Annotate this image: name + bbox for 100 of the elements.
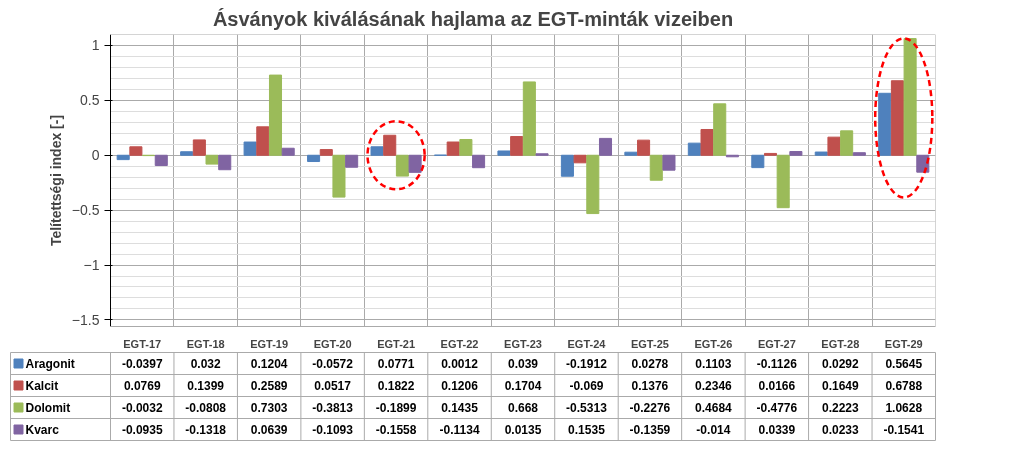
bar <box>586 154 600 215</box>
x-tick-label: EGT-29 <box>884 337 923 350</box>
data-label: 0.1704 <box>504 379 542 393</box>
bar <box>180 151 194 156</box>
data-label: 0.4684 <box>695 401 733 415</box>
bar <box>256 126 270 156</box>
bar <box>751 154 765 169</box>
data-label: 0.668 <box>507 401 539 415</box>
x-tick-label: EGT-26 <box>694 337 733 350</box>
bar <box>408 154 422 173</box>
data-label: 0.0012 <box>441 357 479 371</box>
legend-label: Dolomit <box>25 400 71 415</box>
x-tick-label: EGT-18 <box>186 337 225 350</box>
data-label: -0.4776 <box>756 401 798 415</box>
bar <box>129 146 143 156</box>
data-label: -0.5313 <box>566 401 608 415</box>
bar <box>383 134 397 156</box>
bar <box>497 150 511 156</box>
data-label: 0.1399 <box>187 379 225 393</box>
x-tick-label: EGT-23 <box>504 337 542 350</box>
data-label: 0.0292 <box>821 357 859 371</box>
bar <box>878 92 892 156</box>
x-tick-label: EGT-19 <box>250 337 289 350</box>
data-label: 0.1822 <box>377 379 415 393</box>
y-tick-label: 1 <box>91 37 100 54</box>
bar <box>637 139 651 156</box>
data-label: -0.1126 <box>756 357 798 371</box>
x-tick-label: EGT-25 <box>630 337 669 350</box>
bar <box>560 154 574 177</box>
data-label: 0.0233 <box>821 423 859 437</box>
data-label: 0.2223 <box>821 401 859 415</box>
bar <box>814 151 828 156</box>
data-label: 0.1204 <box>250 357 288 371</box>
bar <box>205 154 219 165</box>
data-label: 0.0771 <box>377 357 415 371</box>
data-label: 0.032 <box>190 357 222 371</box>
data-label: -0.014 <box>696 423 731 437</box>
x-tick-label: EGT-17 <box>123 337 162 350</box>
bar <box>192 139 206 156</box>
bar <box>776 154 790 209</box>
bar <box>319 149 333 156</box>
bar <box>903 38 917 156</box>
data-label: 0.7303 <box>250 401 288 415</box>
x-tick-label: EGT-27 <box>757 337 796 350</box>
bar <box>510 136 524 156</box>
data-label: 0.0135 <box>504 423 542 437</box>
bar <box>598 137 613 156</box>
data-label: 0.1206 <box>441 379 479 393</box>
bar <box>459 139 473 156</box>
bar <box>890 80 904 156</box>
data-label: 0.0639 <box>250 423 288 437</box>
data-label: 0.1103 <box>695 357 732 371</box>
bar <box>281 147 295 156</box>
data-label: 0.6788 <box>885 379 923 393</box>
bar <box>789 151 803 156</box>
bar <box>116 154 130 161</box>
data-label: -0.3813 <box>312 401 354 415</box>
data-label: -0.1134 <box>439 423 480 437</box>
data-label: -0.0397 <box>121 357 163 371</box>
x-tick-label: EGT-28 <box>821 337 860 350</box>
data-label: -0.1558 <box>375 423 417 437</box>
bar <box>687 142 701 156</box>
data-label: -0.1899 <box>375 401 417 415</box>
bar <box>446 141 460 156</box>
data-label: -0.2276 <box>629 401 671 415</box>
y-tick-label: −0.5 <box>71 202 100 219</box>
data-label: -0.0572 <box>312 357 354 371</box>
data-label: -0.069 <box>569 379 604 393</box>
bar <box>649 154 663 181</box>
data-label: -0.1359 <box>629 423 671 437</box>
data-label: 0.0517 <box>314 379 352 393</box>
legend-label: Kvarc <box>25 422 60 437</box>
chart-title: Ásványok kiválásának hajlama az EGT-minták vizeiben <box>212 7 734 30</box>
data-label: 0.1649 <box>821 379 859 393</box>
bar <box>332 154 346 198</box>
data-label: 0.1535 <box>568 423 606 437</box>
bar <box>154 154 168 167</box>
bar <box>573 154 587 164</box>
bar <box>840 130 854 156</box>
x-tick-label: EGT-21 <box>377 337 416 350</box>
data-label: 0.0166 <box>758 379 796 393</box>
bar <box>218 154 232 171</box>
data-label: 0.1435 <box>441 401 479 415</box>
data-label: -0.0935 <box>121 423 163 437</box>
bar <box>472 154 486 169</box>
data-label: -0.1912 <box>566 357 608 371</box>
bar <box>395 154 409 177</box>
y-tick-label: −1 <box>83 257 100 274</box>
bar <box>307 154 321 163</box>
legend-label: Kalcit <box>25 378 59 393</box>
y-tick-label: 0.5 <box>80 92 100 109</box>
bar <box>268 74 283 156</box>
legend-label: Aragonit <box>25 356 75 371</box>
data-label: -0.0032 <box>121 401 163 415</box>
bar <box>713 103 727 156</box>
y-tick-label: −1.5 <box>71 311 100 328</box>
bar <box>370 146 384 156</box>
bar <box>345 154 359 168</box>
bar <box>522 81 536 156</box>
data-label: 0.5645 <box>885 357 923 371</box>
